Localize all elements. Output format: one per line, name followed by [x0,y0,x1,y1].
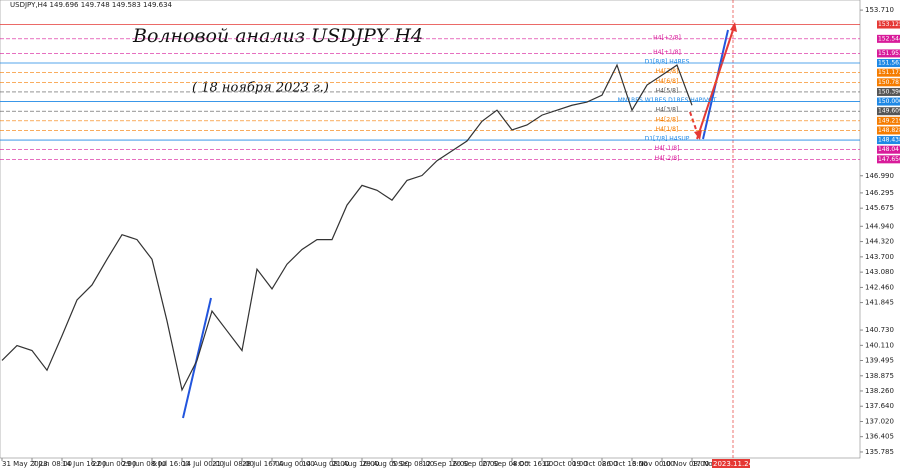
y-tick-label: 139.495 [865,357,894,365]
level-label: H4[6/8] [656,78,679,85]
y-tick-label: 153.710 [865,6,894,14]
level-label: D1[8/8] H4RES [645,59,690,66]
price-label: 149.609 [878,108,900,115]
level-label: D1[7/8] H4SUP [645,136,690,143]
price-label-bg [877,97,900,106]
level-label: H4[+2/8] [653,34,681,41]
level-label: H4[+1/8] [653,49,681,56]
price-label: 153.125 [878,21,900,28]
y-tick-label: 140.110 [865,341,894,349]
level-label: H4[2/8] [656,116,679,123]
y-tick-label: 140.730 [865,326,894,334]
price-label: 150.000 [878,98,900,105]
price-label: 152.544 [878,35,900,42]
price-label-bg [877,49,900,58]
x-tick-label: 28 Jul 16:00 [242,460,284,468]
level-label: H4[1/8] [656,126,679,133]
price-label-bg [877,34,900,43]
wave-line [182,297,212,419]
price-label-bg [877,87,900,96]
price-line [1,63,693,392]
y-tick-label: 138.260 [865,387,894,395]
x-tick-label: 4 Oct 16:00 [512,460,553,468]
x-tick-label: 7 Aug 00:00 [272,460,315,468]
future-label: 2023.11.24 20:00 [713,460,775,468]
level-label: H4[3/8] [656,107,679,114]
x-tick-label: 31 May 2023 [2,460,48,468]
future-label-bg [712,459,750,468]
price-label-bg [877,145,900,154]
x-tick-label: 14 Jul 00:00 [182,460,224,468]
y-tick-label: 141.845 [865,299,894,307]
y-tick-label: 138.875 [865,372,894,380]
y-tick-label: 143.700 [865,253,894,261]
x-tick-label: 29 Aug 00:00 [362,460,409,468]
chart-subtitle: ( 18 ноября 2023 г.) [192,81,329,96]
price-label-bg [877,68,900,77]
x-tick-label: 14 Aug 08:00 [302,460,349,468]
x-tick-label: 10 Nov 08:00 [662,460,709,468]
x-tick-label: 5 Sep 08:00 [392,460,434,468]
price-label-bg [877,20,900,29]
price-label: 151.172 [878,69,900,76]
x-tick-label: 20 Sep 00:00 [452,460,499,468]
y-tick-label: 143.080 [865,268,894,276]
x-tick-label: 29 Jun 08:00 [122,460,166,468]
x-tick-label: 27 Sep 08:00 [482,460,529,468]
price-label: 148.047 [878,146,900,153]
y-tick-label: 135.785 [865,448,894,456]
price-label: 151.563 [878,60,900,67]
price-label: 151.953 [878,50,900,57]
price-label: 149.219 [878,117,900,124]
x-tick-label: 12 Sep 16:00 [422,460,469,468]
price-label: 148.828 [878,127,900,134]
price-label-bg [877,126,900,135]
plot-area [0,0,861,459]
y-tick-label: 145.675 [865,204,894,212]
y-tick-label: 146.295 [865,189,894,197]
x-tick-label: 12 Oct 00:00 [542,460,588,468]
x-tick-label: 22 Jun 00:00 [92,460,136,468]
y-tick-label: 144.320 [865,238,894,246]
price-label-bg [877,116,900,125]
level-label: H4[-1/8] [655,145,680,152]
price-label: 147.656 [878,156,900,163]
y-tick-label: 142.460 [865,283,894,291]
header: USDJPY,H4 149.696 149.748 149.583 149.63… [10,1,173,9]
price-label-bg [877,78,900,87]
price-label-bg [877,59,900,68]
price-label-bg [877,136,900,145]
level-label: H4[5/8] [656,87,679,94]
x-tick-label: 6 Jul 16:00 [152,460,190,468]
y-tick-label: 137.640 [865,402,894,410]
y-tick-label: 146.990 [865,172,894,180]
x-tick-label: 19 Oct 08:00 [572,460,618,468]
y-tick-label: 144.940 [865,222,894,230]
price-label-bg [877,155,900,164]
x-tick-label: 3 Nov 00:00 [632,460,675,468]
price-label: 150.781 [878,79,900,86]
level-label: H4[-2/8] [655,155,680,162]
x-tick-label: 26 Oct 16:00 [602,460,648,468]
x-tick-label: 7 Jun 08:00 [32,460,72,468]
price-label: 150.390 [878,88,900,95]
y-tick-label: 137.020 [865,418,894,426]
price-label: 148.438 [878,137,900,144]
wave-line [696,26,735,140]
chart-title: Волновой анализ USDJPY H4 [132,25,423,47]
x-tick-label: 14 Jun 16:00 [62,460,106,468]
price-label-bg [877,107,900,116]
x-tick-label: 21 Aug 16:00 [332,460,379,468]
x-tick-label: 21 Jul 08:00 [212,460,254,468]
level-label: MN1RES W1RES D1RES H4PIVOT [618,97,717,104]
y-tick-label: 136.405 [865,433,894,441]
